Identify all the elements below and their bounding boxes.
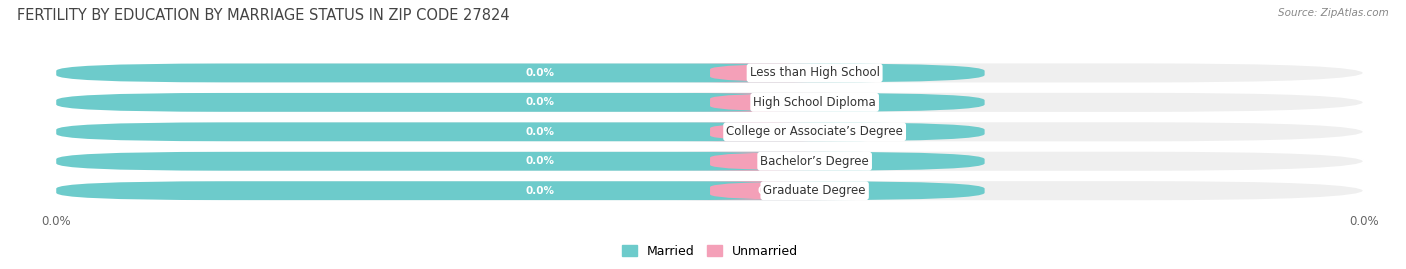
Text: 0.0%: 0.0% [758,186,786,196]
FancyBboxPatch shape [678,122,841,141]
FancyBboxPatch shape [678,152,841,171]
FancyBboxPatch shape [56,93,984,112]
Legend: Married, Unmarried: Married, Unmarried [617,240,803,263]
Text: 0.0%: 0.0% [758,156,786,166]
FancyBboxPatch shape [678,93,841,112]
Text: Source: ZipAtlas.com: Source: ZipAtlas.com [1278,8,1389,18]
Text: College or Associate’s Degree: College or Associate’s Degree [725,125,903,138]
Text: Bachelor’s Degree: Bachelor’s Degree [761,155,869,168]
FancyBboxPatch shape [56,121,1364,142]
FancyBboxPatch shape [56,151,1364,172]
FancyBboxPatch shape [56,180,1364,201]
FancyBboxPatch shape [678,181,841,200]
Text: 0.0%: 0.0% [526,97,554,107]
Text: 0.0%: 0.0% [526,156,554,166]
Text: 0.0%: 0.0% [526,68,554,78]
Text: Graduate Degree: Graduate Degree [763,184,866,197]
Text: Less than High School: Less than High School [749,66,880,79]
FancyBboxPatch shape [56,92,1364,113]
Text: FERTILITY BY EDUCATION BY MARRIAGE STATUS IN ZIP CODE 27824: FERTILITY BY EDUCATION BY MARRIAGE STATU… [17,8,509,23]
Text: 0.0%: 0.0% [526,127,554,137]
FancyBboxPatch shape [56,152,984,171]
Text: 0.0%: 0.0% [526,186,554,196]
FancyBboxPatch shape [56,62,1364,84]
FancyBboxPatch shape [56,181,984,200]
FancyBboxPatch shape [56,122,984,141]
Text: High School Diploma: High School Diploma [754,96,876,109]
FancyBboxPatch shape [56,63,984,82]
Text: 0.0%: 0.0% [758,97,786,107]
Text: 0.0%: 0.0% [758,127,786,137]
Text: 0.0%: 0.0% [758,68,786,78]
FancyBboxPatch shape [678,63,841,82]
